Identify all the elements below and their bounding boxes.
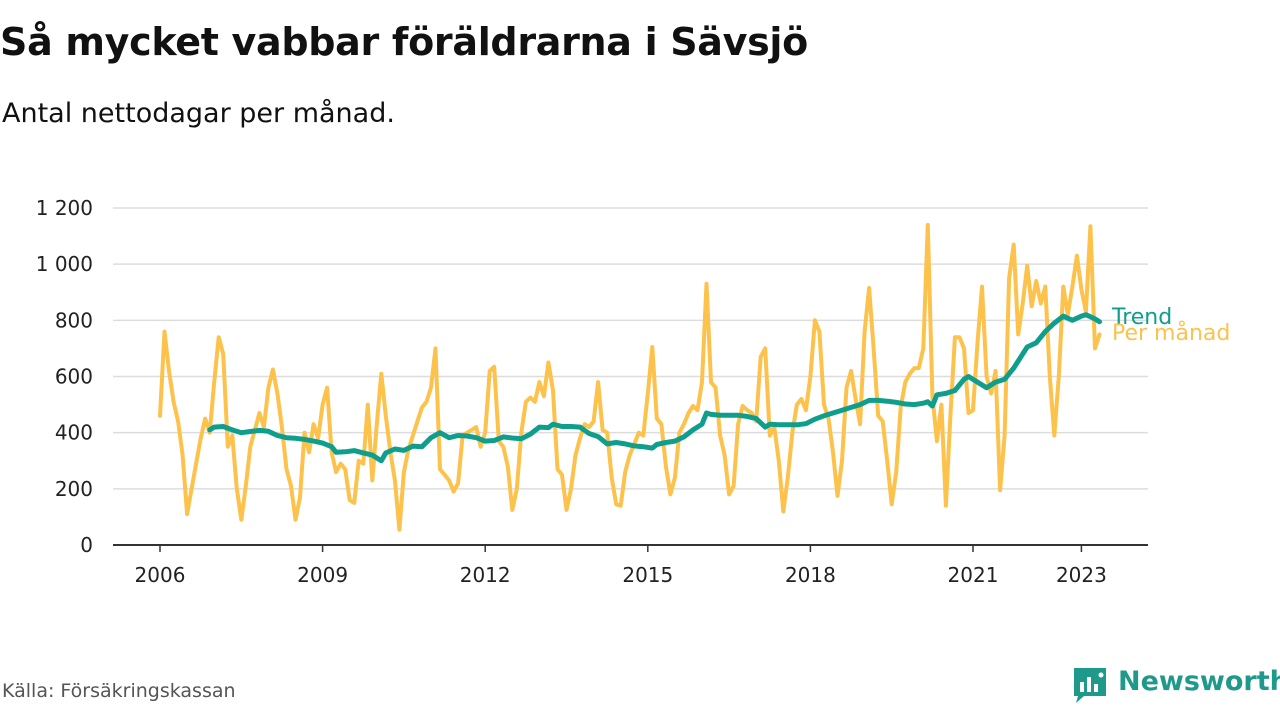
y-tick-label: 1 200 [36, 196, 93, 220]
x-tick-label: 2006 [135, 563, 186, 587]
series-lines [158, 222, 1102, 532]
y-tick-label: 800 [55, 308, 93, 332]
x-tick-label: 2018 [785, 563, 836, 587]
x-tick-label: 2021 [948, 563, 999, 587]
y-tick-label: 0 [80, 533, 93, 557]
per-manad-label: Per månad [1112, 320, 1230, 346]
y-tick-label: 1 000 [36, 252, 93, 276]
y-tick-label: 200 [55, 477, 93, 501]
y-tick-label: 400 [55, 421, 93, 445]
y-tick-label: 600 [55, 365, 93, 389]
x-tick-label: 2015 [622, 563, 673, 587]
source-note: Källa: Försäkringskassan [2, 680, 236, 702]
chart-subtitle: Antal nettodagar per månad. [2, 98, 395, 129]
trend-line [207, 312, 1102, 464]
per-manad-line [158, 222, 1102, 532]
x-tick-label: 2023 [1056, 563, 1107, 587]
trend-label: Trend [1111, 305, 1172, 330]
gridlines: 0 200 400 600 800 1 000 1 200 [36, 196, 1148, 557]
x-tick-label: 2012 [460, 563, 511, 587]
bar-chart-speech-bubble-icon [1074, 668, 1106, 703]
chart-title: Så mycket vabbar föräldrarna i Sävsjö [0, 20, 808, 64]
x-axis: 2006 2009 2012 2015 2018 2021 2023 [113, 544, 1148, 587]
x-tick-label: 2009 [297, 563, 348, 587]
brand-name: Newsworthy [1118, 666, 1280, 697]
